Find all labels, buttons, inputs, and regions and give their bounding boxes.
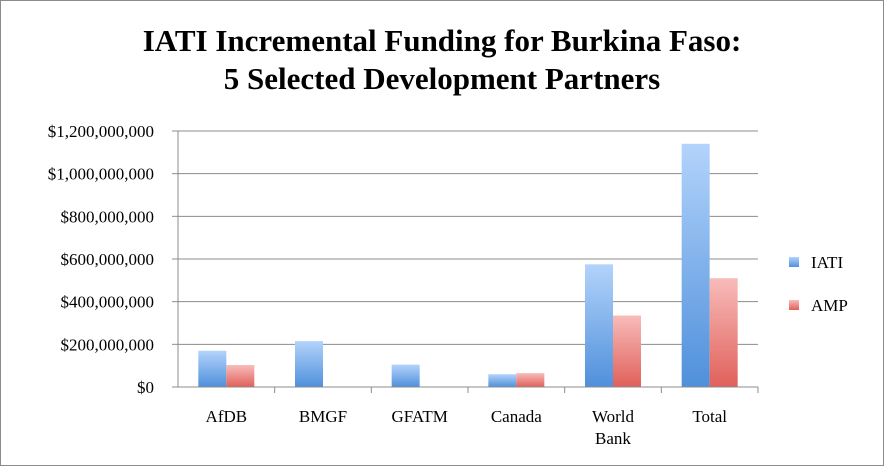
chart-title-line-1: IATI Incremental Funding for Burkina Fas…: [142, 23, 742, 58]
bar-iati-world-bank: [585, 264, 613, 387]
y-tick-label: $400,000,000: [61, 293, 155, 312]
bar-amp-afdb: [226, 365, 255, 387]
legend-label-amp: AMP: [811, 296, 848, 315]
bar-amp-total: [709, 278, 738, 387]
y-tick-label: $1,200,000,000: [48, 122, 154, 141]
bar-iati-total: [681, 143, 710, 387]
gridlines: [178, 130, 758, 388]
bar-iati-canada: [488, 374, 517, 387]
x-tick-label: GFATM: [391, 407, 447, 426]
bars: [198, 143, 738, 387]
y-tick-label: $600,000,000: [61, 250, 155, 269]
legend-swatch-iati: [789, 257, 799, 267]
bar-iati-bmgf: [295, 341, 323, 387]
y-tick-label: $1,000,000,000: [48, 165, 154, 184]
bar-iati-afdb: [198, 350, 227, 387]
y-tick-label: $800,000,000: [61, 207, 155, 226]
bar-amp-canada: [516, 373, 545, 387]
x-tick-label: BMGF: [299, 407, 347, 426]
bar-amp-world-bank: [613, 315, 641, 387]
x-tick-label: World Bank: [592, 407, 635, 448]
y-tick-label: $0: [137, 378, 154, 397]
x-tick-label: Canada: [491, 407, 542, 426]
legend: IATI AMP: [789, 253, 848, 315]
chart-subtitle: 5 Selected Development Partners: [223, 61, 661, 96]
x-tick-label: Total: [692, 407, 727, 426]
legend-swatch-amp: [789, 300, 799, 310]
chart-title: IATI Incremental Funding for Burkina Fas…: [0, 22, 884, 98]
axes: $0 $200,000,000 $400,000,000 $600,000,000 $8…: [48, 122, 759, 448]
legend-label-iati: IATI: [811, 253, 843, 272]
bar-iati-gfatm: [391, 364, 420, 387]
x-tick-label: AfDB: [206, 407, 248, 426]
y-tick-label: $200,000,000: [61, 335, 155, 354]
